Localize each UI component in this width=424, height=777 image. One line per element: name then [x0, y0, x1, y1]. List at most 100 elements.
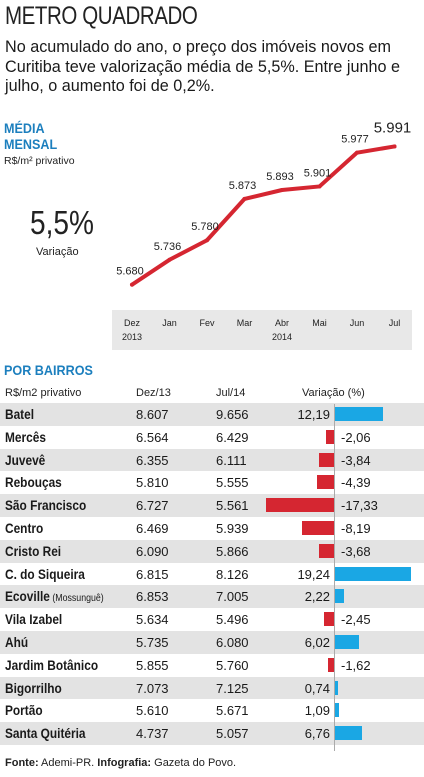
variation-label: -8,19 [341, 520, 371, 536]
neighborhood-name: Juvevê [5, 452, 46, 468]
data-label: 5.736 [154, 241, 182, 253]
x-year-label: 2013 [122, 332, 142, 342]
neighborhood-name: Santa Quitéria [5, 726, 86, 742]
col-header-variation: Variação (%) [302, 387, 365, 399]
data-point [355, 150, 359, 155]
data-point [392, 144, 397, 149]
data-label: 5.780 [191, 221, 219, 233]
price-dez13: 6.853 [136, 589, 169, 605]
table-row: Santa Quitéria 4.737 5.057 6,76 [0, 722, 424, 745]
table-row: Batel 8.607 9.656 12,19 [0, 403, 424, 426]
data-point [167, 257, 172, 262]
table-row: Vila Izabel 5.634 5.496 -2,45 [0, 608, 424, 631]
table-row: Juvevê 6.355 6.111 -3,84 [0, 448, 424, 472]
price-dez13: 4.737 [136, 726, 169, 742]
variation-value: 5,5% [30, 204, 94, 241]
table-row: Rebouças 5.810 5.555 -4,39 [0, 471, 424, 494]
table-row: Centro 6.469 5.939 -8,19 [0, 517, 424, 540]
price-dez13: 8.607 [136, 407, 169, 422]
table-header: R$/m2 privativo Dez/13 Jul/14 Variação (… [0, 384, 424, 403]
neighborhood-name: Rebouças [5, 475, 62, 491]
variation-label: -3,68 [341, 543, 371, 559]
table-row: Portão 5.610 5.671 1,09 [0, 699, 424, 722]
series-line [130, 144, 397, 287]
variation-label: 12,19 [297, 407, 330, 422]
price-jul14: 7.125 [216, 680, 249, 696]
neighborhood-name: Ecoville (Mossunguê) [5, 589, 104, 605]
variation-bar [335, 703, 340, 718]
price-dez13: 6.815 [136, 566, 169, 582]
variation-bar [316, 475, 334, 490]
variation-bar [335, 566, 411, 581]
x-tick-label: Fev [199, 318, 215, 328]
x-tick-label: Jun [350, 318, 365, 328]
price-dez13: 5.735 [136, 634, 169, 650]
data-point [317, 184, 322, 189]
variation-bar [265, 498, 334, 513]
variation-label: 6,76 [304, 726, 330, 742]
price-dez13: 7.073 [136, 680, 169, 696]
variation-bar [335, 407, 384, 421]
source-text: Ademi-PR. [38, 757, 98, 769]
price-jul14: 6.080 [216, 634, 249, 650]
neighborhood-name: Vila Izabel [5, 612, 63, 628]
x-tick-label: Mar [237, 318, 253, 328]
data-label: 5.991 [374, 119, 412, 136]
variation-label: 0,74 [304, 680, 330, 696]
table-row: Mercês 6.564 6.429 -2,06 [0, 426, 424, 449]
monthly-line-chart: 5.680 Dez 2013 5.736 Jan 5.780 Fev 5.873 Mar 5.89… [112, 119, 412, 350]
monthly-unit: R$/m² privativo [4, 155, 75, 167]
table-row: Ecoville (Mossunguê) 6.853 7.005 2,22 [0, 585, 424, 609]
data-label: 5.873 [229, 180, 257, 192]
variation-label: 19,24 [297, 566, 330, 582]
variation-bar [335, 726, 362, 741]
x-tick-label: Jul [389, 318, 401, 328]
variation-label: Variação [36, 246, 79, 258]
intro-text: No acumulado do ano, o preço dos imóveis… [5, 38, 401, 95]
price-jul14: 5.555 [216, 475, 249, 491]
table-row: São Francisco 6.727 5.561 -17,33 [0, 494, 424, 517]
monthly-chart-title: MÉDIA MENSAL [4, 120, 112, 152]
infographic-text: Gazeta do Povo. [151, 757, 237, 769]
variation-bar [324, 612, 334, 627]
col-header-unit: R$/m2 privativo [5, 387, 82, 399]
table-row: Cristo Rei 6.090 5.866 -3,68 [0, 539, 424, 563]
price-jul14: 5.671 [216, 703, 249, 719]
x-tick-label: Dez [124, 318, 141, 328]
price-jul14: 5.496 [216, 612, 249, 628]
monthly-title-line1: MÉDIA [4, 120, 45, 136]
table-row: Bigorrilho 7.073 7.125 0,74 [0, 676, 424, 700]
table-row: Ahú 5.735 6.080 6,02 [0, 630, 424, 654]
price-dez13: 5.855 [136, 657, 169, 673]
data-label: 5.977 [341, 134, 369, 146]
x-tick-label: Mai [312, 318, 327, 328]
col-header-jul14: Jul/14 [216, 387, 246, 399]
price-jul14: 8.126 [216, 566, 249, 582]
neighborhood-name: São Francisco [5, 498, 87, 514]
data-label: 5.901 [304, 167, 332, 179]
table-row: Jardim Botânico 5.855 5.760 -1,62 [0, 654, 424, 677]
neighborhood-name: Portão [5, 703, 43, 719]
table-row: C. do Siqueira 6.815 8.126 19,24 [0, 563, 424, 586]
x-year-label: 2014 [272, 332, 292, 342]
data-point [242, 196, 247, 201]
page-title: METRO QUADRADO [5, 2, 198, 30]
neighborhood-name: Mercês [5, 429, 46, 445]
variation-bar [301, 520, 334, 535]
x-tick-label: Abr [275, 318, 289, 328]
variation-bar [327, 657, 334, 672]
zero-line [334, 404, 335, 751]
data-label: 5.893 [266, 171, 294, 183]
variation-bar [335, 589, 344, 604]
source-label: Fonte: [5, 757, 39, 769]
price-dez13: 5.810 [136, 475, 169, 491]
neighborhood-name: Cristo Rei [5, 543, 62, 559]
neighborhood-subname: (Mossunguê) [49, 593, 104, 605]
price-jul14: 6.111 [216, 452, 247, 468]
bairros-title: POR BAIRROS [4, 362, 93, 378]
col-header-dez13: Dez/13 [136, 387, 171, 399]
neighborhood-name: Ahú [5, 634, 29, 650]
neighborhood-name: Bigorrilho [5, 680, 62, 696]
variation-label: 1,09 [304, 703, 330, 719]
price-jul14: 9.656 [216, 407, 249, 422]
